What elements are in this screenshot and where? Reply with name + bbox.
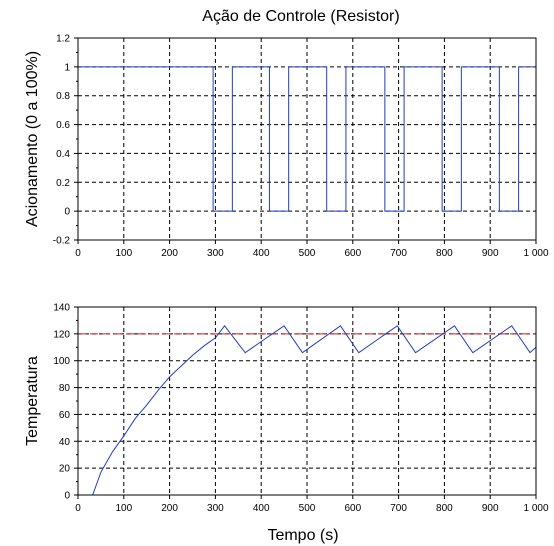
x-tick-label: 700 xyxy=(390,503,407,514)
x-tick-label: 100 xyxy=(115,503,132,514)
x-tick-label: 1 000 xyxy=(523,503,548,514)
temperature-chart-xlabel: Tempo (s) xyxy=(267,527,338,544)
x-tick-label: 900 xyxy=(482,248,499,259)
y-tick-label: 0.4 xyxy=(56,149,70,160)
y-tick-label: 140 xyxy=(53,303,70,314)
control-chart-grid xyxy=(78,38,536,240)
chart-title: Ação de Controle (Resistor) xyxy=(202,8,399,25)
x-tick-label: 600 xyxy=(344,503,361,514)
x-tick-label: 900 xyxy=(482,503,499,514)
temperature-chart: 0 100 200 300 400 500 600 700 800 900 1 000 0 20 40 60… xyxy=(24,303,549,545)
y-tick-label: 0.6 xyxy=(56,120,70,131)
x-tick-label: 800 xyxy=(436,503,453,514)
y-tick-label: 60 xyxy=(59,410,71,421)
x-tick-label: 0 xyxy=(75,248,81,259)
x-tick-label: 400 xyxy=(253,503,270,514)
control-chart: 0 100 200 300 400 500 600 700 800 900 1 000 -0.2 0 0.… xyxy=(24,34,549,260)
x-tick-label: 700 xyxy=(390,248,407,259)
x-tick-label: 200 xyxy=(161,248,178,259)
x-tick-label: 300 xyxy=(207,503,224,514)
y-tick-label: 80 xyxy=(59,383,71,394)
control-chart-ticks: 0 100 200 300 400 500 600 700 800 900 1 000 -0.2 0 0.… xyxy=(53,34,549,260)
y-tick-label: 0 xyxy=(64,207,70,218)
y-tick-label: 1.2 xyxy=(56,34,70,45)
y-tick-label: -0.2 xyxy=(53,236,71,247)
temperature-line xyxy=(92,324,537,496)
x-tick-label: 800 xyxy=(436,248,453,259)
x-tick-label: 1 000 xyxy=(523,248,548,259)
y-tick-label: 0.2 xyxy=(56,178,70,189)
y-tick-label: 120 xyxy=(53,329,70,340)
temperature-chart-ylabel: Temperatura xyxy=(24,356,41,446)
x-tick-label: 300 xyxy=(207,248,224,259)
control-signal-line xyxy=(78,66,536,212)
temperature-chart-ticks: 0 100 200 300 400 500 600 700 800 900 1 000 0 20 40 60… xyxy=(53,303,549,515)
x-tick-label: 200 xyxy=(161,503,178,514)
x-tick-label: 600 xyxy=(344,248,361,259)
x-tick-label: 500 xyxy=(299,503,316,514)
x-tick-label: 0 xyxy=(75,503,81,514)
y-tick-label: 0 xyxy=(64,491,70,502)
control-chart-frame xyxy=(77,37,537,241)
x-tick-label: 100 xyxy=(115,248,132,259)
y-tick-label: 0.8 xyxy=(56,91,70,102)
y-tick-label: 20 xyxy=(59,464,71,475)
temperature-chart-frame xyxy=(77,306,537,496)
temperature-chart-grid xyxy=(78,307,536,495)
x-tick-label: 500 xyxy=(299,248,316,259)
control-chart-ylabel: Acionamento (0 a 100%) xyxy=(24,51,41,227)
y-tick-label: 1 xyxy=(64,62,70,73)
x-tick-label: 400 xyxy=(253,248,270,259)
y-tick-label: 100 xyxy=(53,356,70,367)
y-tick-label: 40 xyxy=(59,437,71,448)
